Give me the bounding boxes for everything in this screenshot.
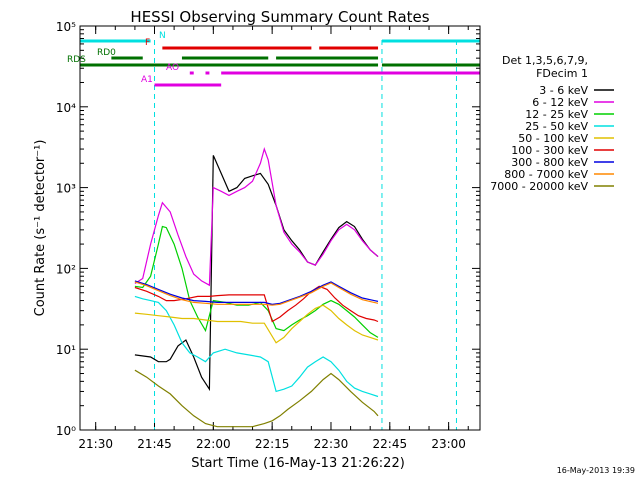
flag-label-a1: A1: [141, 75, 153, 85]
y-axis-label: Count Rate (s⁻¹ detector⁻¹): [33, 140, 48, 317]
legend-label: 12 - 25 keV: [525, 108, 588, 121]
y-tick-label: 10⁵: [56, 20, 76, 34]
legend-label: 300 - 800 keV: [511, 156, 588, 169]
flag-label-n: N: [159, 31, 166, 41]
x-tick-label: 22:30: [314, 437, 349, 451]
y-tick-label: 10⁴: [56, 101, 76, 115]
series-line: [134, 155, 379, 392]
series-line: [134, 304, 379, 344]
series-line: [134, 295, 379, 398]
legend-label: 7000 - 20000 keV: [490, 180, 588, 193]
legend-label: 3 - 6 keV: [539, 84, 588, 97]
legend-label: 50 - 100 keV: [518, 132, 588, 145]
chart-title: HESSI Observing Summary Count Rates: [130, 8, 429, 26]
legend-label: 100 - 300 keV: [511, 144, 588, 157]
y-tick-label: 10²: [56, 262, 76, 276]
series-line: [134, 147, 379, 287]
y-tick-label: 10⁰: [56, 424, 76, 438]
legend-label: 800 - 7000 keV: [504, 168, 588, 181]
y-tick-label: 10¹: [56, 343, 76, 357]
flag-label-rds: RDS: [67, 55, 86, 65]
legend-label: 25 - 50 keV: [525, 120, 588, 133]
legend-title-line1: Det 1,3,5,6,7,9,: [502, 54, 588, 67]
series-line: [134, 369, 379, 428]
x-axis-label: Start Time (16-May-13 21:26:22): [191, 456, 405, 471]
legend-label: 6 - 12 keV: [532, 96, 588, 109]
x-tick-label: 22:15: [255, 437, 290, 451]
flag-label-rd0: RD0: [97, 48, 116, 58]
x-tick-label: 22:45: [373, 437, 408, 451]
flag-label-ao: AO: [166, 63, 179, 73]
x-tick-label: 21:30: [78, 437, 113, 451]
timestamp: 16-May-2013 19:39: [557, 466, 635, 475]
series-line: [134, 285, 379, 323]
x-tick-label: 23:00: [431, 437, 466, 451]
flag-label-f: F: [145, 38, 150, 48]
y-tick-label: 10³: [56, 182, 76, 196]
legend-title-line2: FDecim 1: [536, 67, 588, 80]
x-tick-label: 21:45: [137, 437, 172, 451]
plot-frame: [79, 25, 481, 431]
x-tick-label: 22:00: [196, 437, 231, 451]
series-line: [134, 281, 379, 306]
series-line: [134, 280, 379, 305]
